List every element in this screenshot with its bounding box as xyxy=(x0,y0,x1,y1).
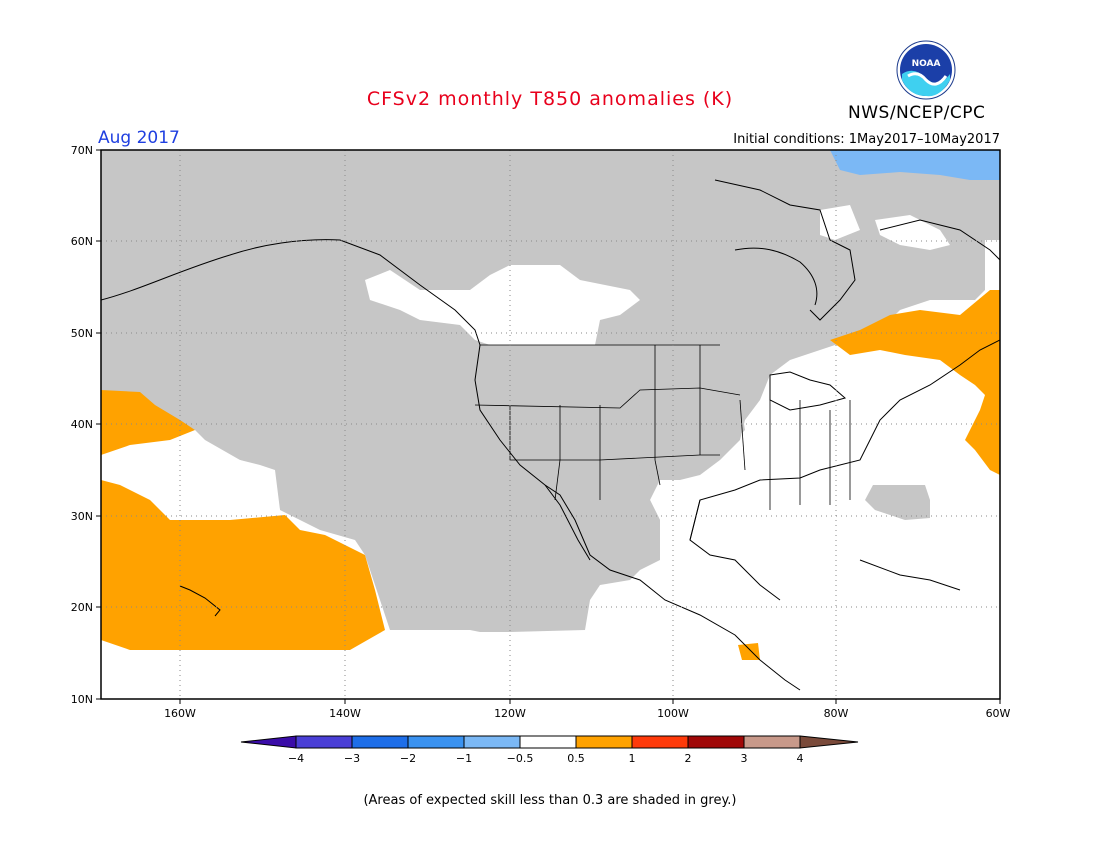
map-title: CFSv2 monthly T850 anomalies (K) xyxy=(366,88,734,110)
colorbar-segment xyxy=(575,735,633,749)
noaa-logo-text: NOAA xyxy=(912,59,941,69)
colorbar-label: 2 xyxy=(684,752,692,765)
skill-footnote: (Areas of expected skill less than 0.3 a… xyxy=(363,793,737,808)
colorbar-segment xyxy=(743,735,801,749)
colorbar-label: 3 xyxy=(740,752,748,765)
forecast-month: Aug 2017 xyxy=(98,128,180,148)
lat-label: 30N xyxy=(71,510,93,523)
colorbar-label: −2 xyxy=(399,752,417,765)
colorbar-label: 1 xyxy=(628,752,636,765)
colorbar-segment xyxy=(407,735,465,749)
organization-label: NWS/NCEP/CPC xyxy=(848,103,986,123)
colorbar-segment xyxy=(631,735,689,749)
colorbar-segment xyxy=(295,735,353,749)
colorbar-segment xyxy=(240,735,297,749)
colorbar-segment xyxy=(799,735,859,749)
initial-conditions: Initial conditions: 1May2017–10May2017 xyxy=(733,132,1000,147)
colorbar xyxy=(240,735,859,749)
axis-ticks xyxy=(96,149,1001,704)
colorbar-segment xyxy=(519,735,577,749)
lat-labels: 70N 60N 50N 40N 30N 20N 10N xyxy=(71,144,93,706)
low-skill-shading xyxy=(101,150,1000,632)
colorbar-segment xyxy=(463,735,521,749)
colorbar-label: 4 xyxy=(796,752,804,765)
lat-label: 70N xyxy=(71,144,93,157)
lat-label: 60N xyxy=(71,235,93,248)
coastlines xyxy=(101,179,1000,691)
lon-label: 100W xyxy=(657,707,689,720)
lon-label: 60W xyxy=(986,707,1011,720)
colorbar-label: −4 xyxy=(287,752,305,765)
colorbar-label: −1 xyxy=(455,752,473,765)
map-fill xyxy=(101,150,1000,699)
colorbar-label: −0.5 xyxy=(506,752,534,765)
lon-label: 140W xyxy=(329,707,361,720)
lat-label: 50N xyxy=(71,327,93,340)
lon-labels: 160W 140W 120W 100W 80W 60W xyxy=(164,707,1010,720)
colorbar-label: −3 xyxy=(343,752,361,765)
lon-label: 160W xyxy=(164,707,196,720)
state-borders xyxy=(474,344,851,510)
lat-label: 40N xyxy=(71,418,93,431)
cool-anomaly-area xyxy=(830,150,1000,180)
colorbar-label: 0.5 xyxy=(567,752,585,765)
lat-label: 20N xyxy=(71,601,93,614)
colorbar-segment xyxy=(351,735,409,749)
lon-label: 120W xyxy=(494,707,526,720)
lat-label: 10N xyxy=(71,693,93,706)
noaa-logo-icon: NOAA xyxy=(896,40,956,100)
colorbar-segment xyxy=(687,735,745,749)
lon-label: 80W xyxy=(824,707,849,720)
